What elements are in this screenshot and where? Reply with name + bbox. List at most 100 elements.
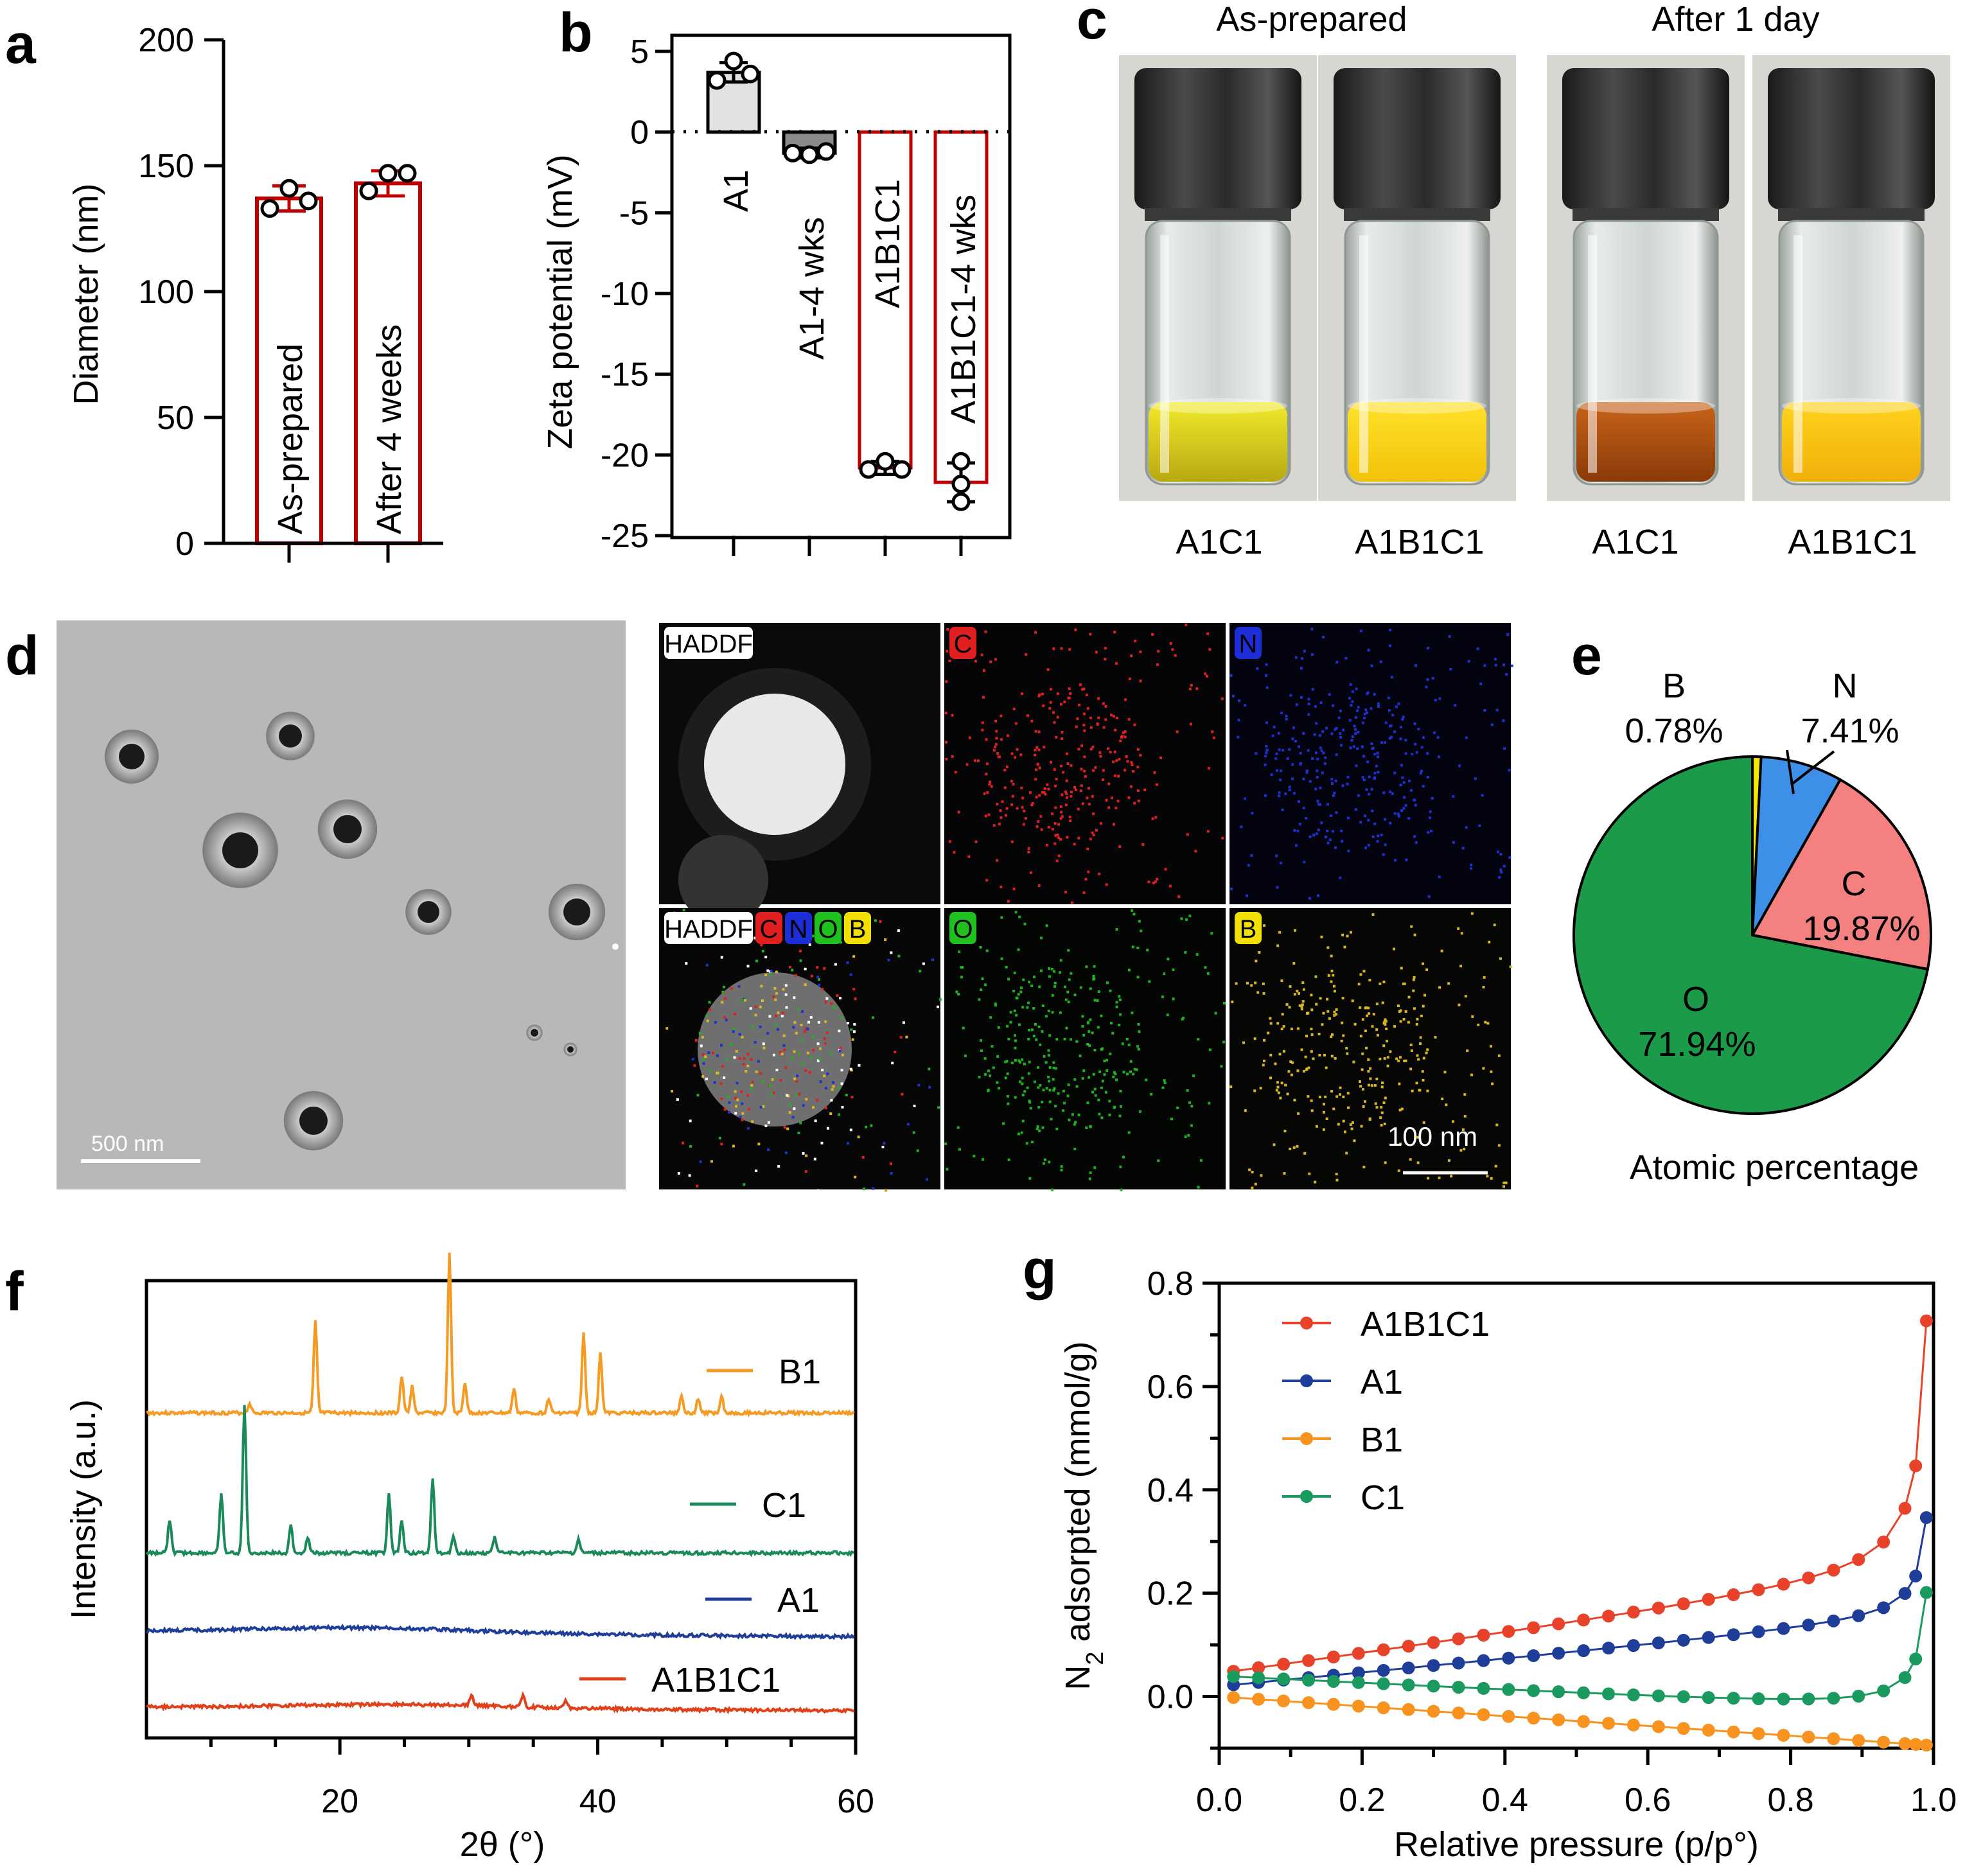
map-dot xyxy=(1367,819,1370,822)
map-dot xyxy=(702,1062,705,1065)
map-dot xyxy=(995,730,998,733)
map-dot xyxy=(720,1143,723,1146)
map-dot xyxy=(1375,1003,1379,1006)
map-dot xyxy=(1131,945,1134,949)
map-dot xyxy=(1331,830,1334,833)
map-dot xyxy=(750,1087,753,1091)
map-dot xyxy=(1370,787,1373,791)
map-dot xyxy=(1068,648,1071,651)
map-dot xyxy=(1036,762,1039,766)
panel-b-point xyxy=(783,143,802,162)
map-dot xyxy=(736,1098,739,1101)
map-dot xyxy=(1190,1105,1194,1108)
pie-label-o-name: O xyxy=(1682,980,1709,1019)
map-dot xyxy=(1335,1179,1339,1182)
isotherm-point-a1b1c1 xyxy=(1752,1583,1765,1597)
map-dot xyxy=(665,1027,669,1030)
map-dot xyxy=(1086,847,1089,850)
map-dot xyxy=(1351,999,1354,1003)
isotherm-point-b1 xyxy=(1677,1722,1690,1735)
panel-b-point xyxy=(816,142,836,161)
map-dot xyxy=(1307,1095,1310,1098)
isotherm-point-c1 xyxy=(1302,1674,1315,1687)
map-dot xyxy=(1371,1025,1374,1028)
map-dot xyxy=(1400,764,1403,767)
map-dot xyxy=(1401,776,1404,779)
map-dot xyxy=(1461,1128,1465,1131)
map-dot xyxy=(1471,1015,1474,1018)
map-dot xyxy=(1357,730,1360,733)
map-dot xyxy=(1422,736,1425,739)
map-dot xyxy=(1013,971,1016,974)
map-dot xyxy=(830,1053,833,1056)
map-dot xyxy=(1034,753,1037,757)
tem-particle xyxy=(119,744,145,769)
map-dot xyxy=(1091,1031,1094,1035)
map-dot xyxy=(1045,924,1048,927)
map-dot xyxy=(1434,698,1437,701)
map-dot xyxy=(1270,773,1273,776)
map-dot xyxy=(1176,730,1179,733)
map-dot xyxy=(1119,1013,1122,1016)
map-dot xyxy=(1328,838,1332,841)
map-dot xyxy=(847,1022,850,1025)
map-dot xyxy=(1398,1109,1402,1112)
map-dot xyxy=(816,1042,820,1046)
map-dot xyxy=(1352,1060,1355,1064)
isotherm-point-c1 xyxy=(1677,1690,1690,1703)
map-dot xyxy=(1118,995,1121,998)
map-dot xyxy=(1023,809,1026,812)
isotherm-point-c1 xyxy=(1626,1688,1640,1701)
map-dot xyxy=(1438,1176,1441,1179)
map-dot xyxy=(1335,811,1338,814)
map-dot xyxy=(1264,674,1267,677)
map-dot xyxy=(1062,1101,1066,1105)
map-dot xyxy=(1095,828,1098,832)
map-dot xyxy=(999,809,1002,812)
map-dot xyxy=(1136,766,1140,769)
map-dot xyxy=(1054,806,1057,809)
map-dot xyxy=(1093,1087,1097,1091)
map-dot xyxy=(1296,990,1299,993)
map-dot xyxy=(1476,647,1479,651)
map-dot xyxy=(1276,1085,1280,1089)
map-dot xyxy=(1041,1030,1044,1033)
map-dot xyxy=(987,813,991,816)
map-dot xyxy=(946,1168,949,1171)
map-dot xyxy=(1413,798,1416,802)
map-dot xyxy=(1166,1013,1169,1017)
isotherm-point-c1 xyxy=(1702,1691,1715,1705)
map-dot xyxy=(1302,777,1305,780)
map-dot xyxy=(1383,1021,1386,1024)
map-dot xyxy=(901,1092,904,1096)
map-dot xyxy=(944,1142,947,1145)
panel-f-legend-label: B1 xyxy=(779,1353,821,1391)
map-tag-label: C xyxy=(760,915,779,943)
panel-f-frame xyxy=(145,1279,858,1740)
isotherm-point-c1 xyxy=(1752,1692,1765,1706)
map-dot xyxy=(1064,790,1067,793)
map-dot xyxy=(1351,690,1354,693)
map-dot xyxy=(1112,823,1115,826)
map-dot xyxy=(1394,859,1397,862)
map-dot xyxy=(774,1014,777,1017)
map-dot xyxy=(1464,995,1467,998)
map-dot xyxy=(824,1001,827,1004)
panel-f-legend-label: C1 xyxy=(762,1486,806,1525)
map-dot xyxy=(1206,972,1210,975)
isotherm-point-c1 xyxy=(1377,1677,1390,1690)
panel-g-xtick-label: 0.4 xyxy=(1482,1782,1528,1819)
map-dot xyxy=(1280,712,1283,715)
map-dot xyxy=(780,1015,784,1018)
panel-a-point xyxy=(299,191,318,211)
map-dot xyxy=(998,1087,1001,1090)
map-tile-bg xyxy=(1229,908,1511,1189)
map-dot xyxy=(694,1039,698,1042)
map-dot xyxy=(1174,654,1177,657)
map-dot xyxy=(1374,1102,1377,1105)
map-dot xyxy=(1470,912,1474,915)
map-dot xyxy=(832,1081,835,1084)
map-dot xyxy=(1068,816,1071,819)
map-dot xyxy=(1000,816,1003,820)
map-tag-label: C xyxy=(954,630,973,658)
